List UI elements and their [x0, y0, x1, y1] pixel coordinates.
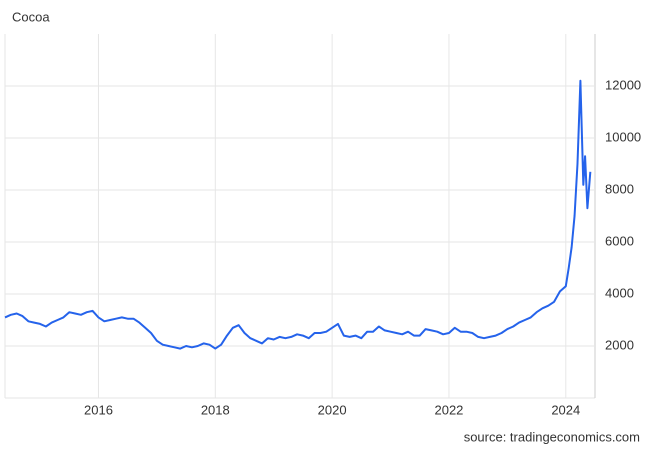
y-tick-label: 2000 — [605, 337, 634, 352]
y-tick-label: 12000 — [605, 77, 641, 92]
x-tick-label: 2022 — [434, 402, 463, 417]
y-tick-label: 6000 — [605, 233, 634, 248]
y-tick-label: 8000 — [605, 181, 634, 196]
chart-title: Cocoa — [12, 9, 50, 24]
x-tick-label: 2018 — [201, 402, 230, 417]
source: source: tradingeconomics.com — [464, 429, 640, 444]
x-tick-label: 2016 — [84, 402, 113, 417]
x-tick-label: 2024 — [551, 402, 580, 417]
y-tick-label: 4000 — [605, 285, 634, 300]
price-line — [4, 79, 592, 350]
y-tick-label: 10000 — [605, 129, 641, 144]
x-tick-label: 2020 — [318, 402, 347, 417]
